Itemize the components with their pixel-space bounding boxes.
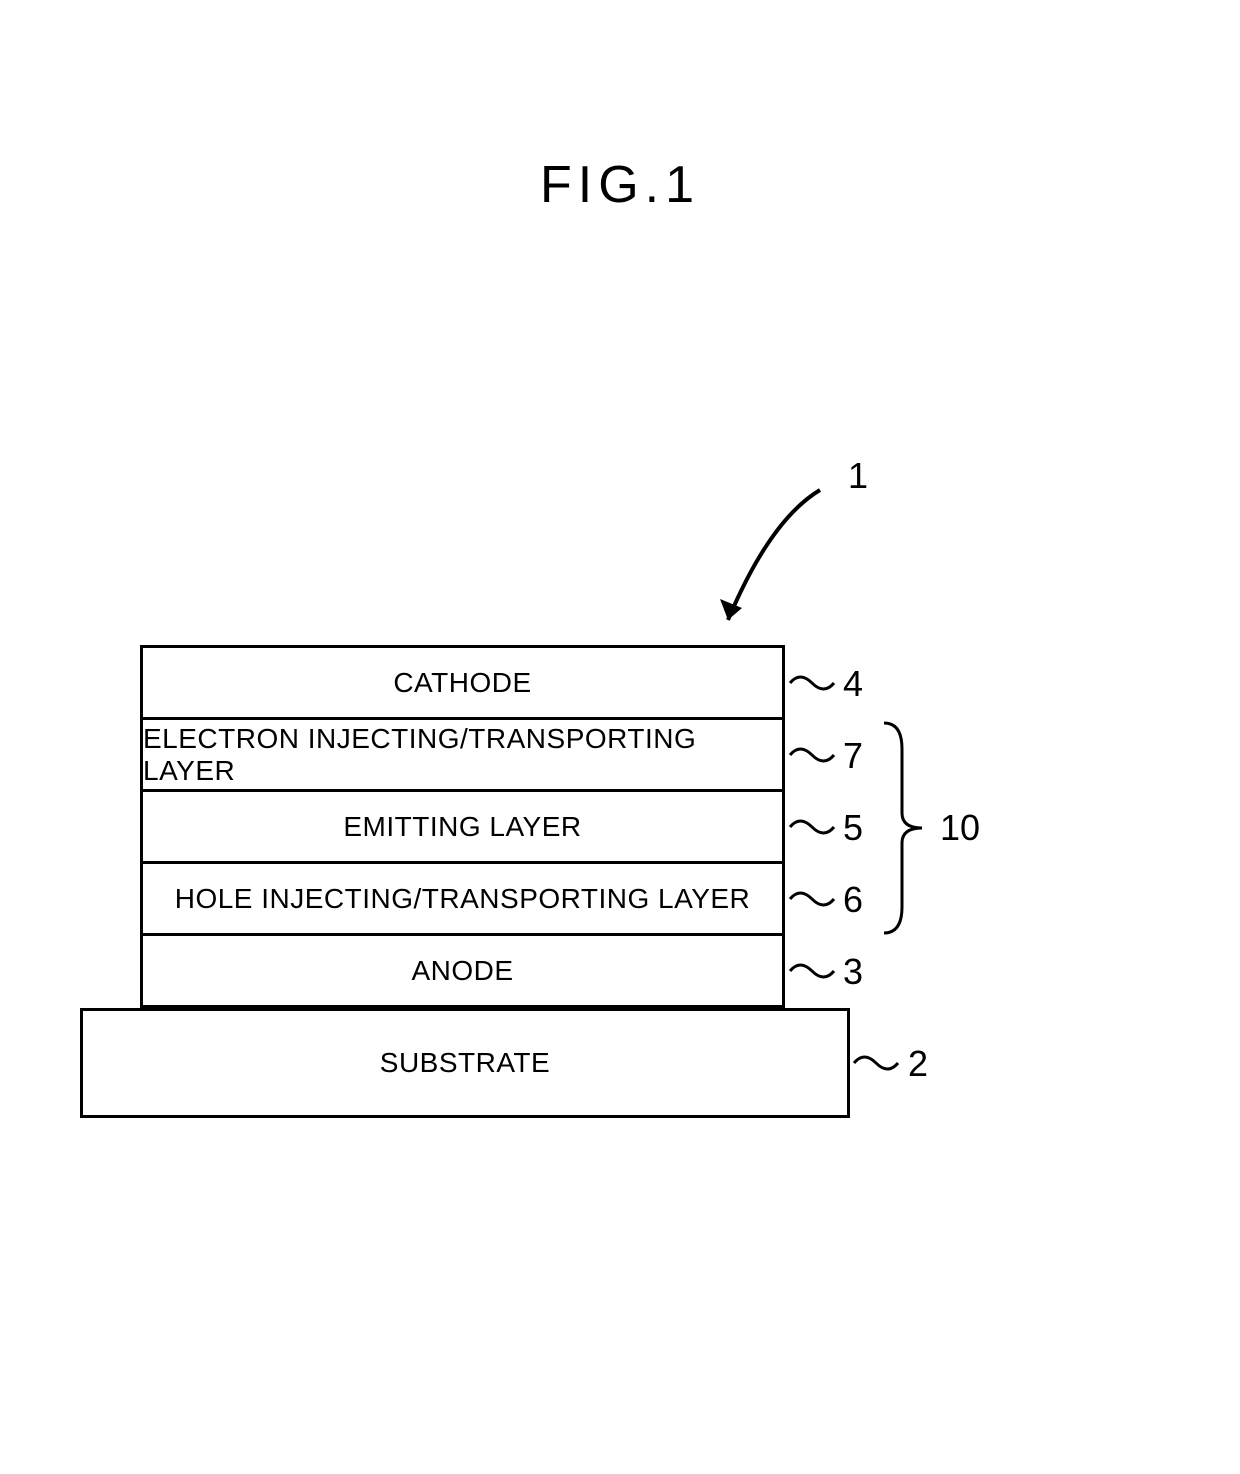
lead-anode bbox=[788, 961, 836, 981]
lead-htl bbox=[788, 889, 836, 909]
lead-etl bbox=[788, 745, 836, 765]
ref-etl: 7 bbox=[843, 735, 863, 777]
layer-stack-diagram: CATHODE ELECTRON INJECTING/TRANSPORTING … bbox=[140, 645, 1100, 1118]
ref-anode: 3 bbox=[843, 951, 863, 993]
ref-htl: 6 bbox=[843, 879, 863, 921]
htl-layer: HOLE INJECTING/TRANSPORTING LAYER bbox=[143, 864, 782, 936]
lead-emitting bbox=[788, 817, 836, 837]
lead-cathode bbox=[788, 673, 836, 693]
substrate-wrap: SUBSTRATE bbox=[80, 1008, 850, 1118]
substrate-layer: SUBSTRATE bbox=[80, 1008, 850, 1118]
device-stack: CATHODE ELECTRON INJECTING/TRANSPORTING … bbox=[140, 645, 785, 1008]
anode-layer: ANODE bbox=[143, 936, 782, 1008]
device-pointer bbox=[700, 480, 840, 650]
lead-substrate bbox=[852, 1053, 900, 1073]
ref-device: 1 bbox=[848, 455, 868, 497]
ref-cathode: 4 bbox=[843, 663, 863, 705]
ref-emitting: 5 bbox=[843, 807, 863, 849]
figure-title: FIG.1 bbox=[540, 155, 700, 215]
etl-layer: ELECTRON INJECTING/TRANSPORTING LAYER bbox=[143, 720, 782, 792]
emitting-layer: EMITTING LAYER bbox=[143, 792, 782, 864]
ref-organic-stack: 10 bbox=[940, 807, 980, 849]
organic-stack-bracket bbox=[882, 719, 942, 937]
ref-substrate: 2 bbox=[908, 1043, 928, 1085]
cathode-layer: CATHODE bbox=[143, 648, 782, 720]
